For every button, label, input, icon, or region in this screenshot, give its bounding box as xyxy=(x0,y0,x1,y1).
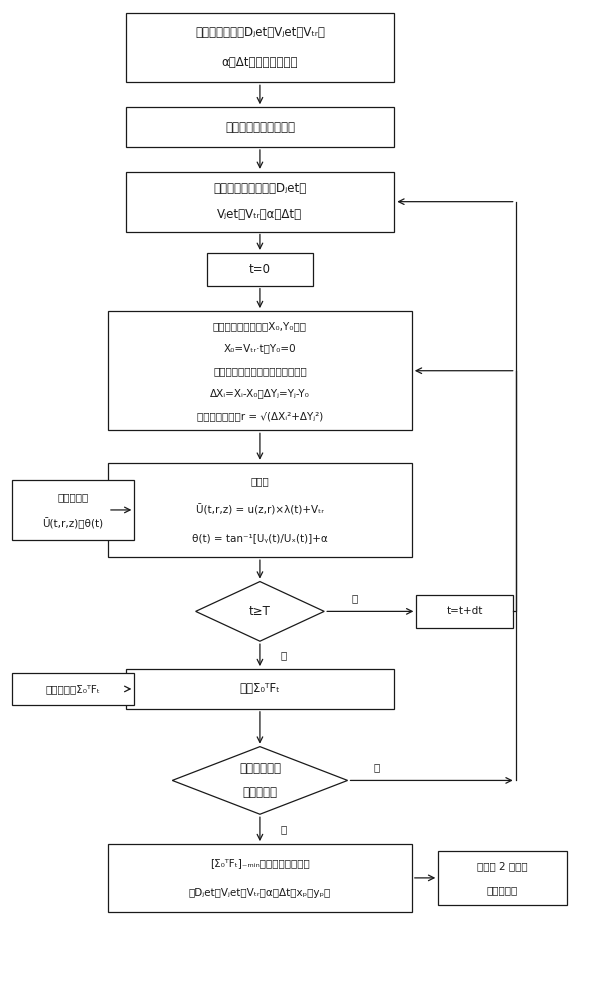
Polygon shape xyxy=(196,582,324,641)
Text: 否: 否 xyxy=(373,763,380,773)
Text: X₀=Vₜᵣ·t；Y₀=0: X₀=Vₜᵣ·t；Y₀=0 xyxy=(224,343,296,353)
Text: 是: 是 xyxy=(280,824,286,834)
Text: t=0: t=0 xyxy=(249,263,271,276)
Text: 计算风暴中心坐标（X₀,Y₀）：: 计算风暴中心坐标（X₀,Y₀）： xyxy=(213,321,307,331)
FancyBboxPatch shape xyxy=(12,673,135,705)
FancyBboxPatch shape xyxy=(417,595,513,628)
Text: [Σ₀ᵀFₜ]₋ₘᵢₙ对应的风场参数：: [Σ₀ᵀFₜ]₋ₘᵢₙ对应的风场参数： xyxy=(210,858,310,868)
Text: 确定风场参数（Dⱼet、Vⱼet、Vₜᵣ、: 确定风场参数（Dⱼet、Vⱼet、Vₜᵣ、 xyxy=(195,26,325,39)
Text: 计算各测点与风暴中心的坐标差：: 计算各测点与风暴中心的坐标差： xyxy=(213,366,307,376)
Text: 给定一组风场参数（Dⱼet、: 给定一组风场参数（Dⱼet、 xyxy=(214,182,307,195)
FancyBboxPatch shape xyxy=(126,13,394,82)
Text: α、Δt）的范围和增量: α、Δt）的范围和增量 xyxy=(222,56,298,69)
Text: 是否执行完所: 是否执行完所 xyxy=(239,762,281,775)
FancyBboxPatch shape xyxy=(108,311,412,430)
FancyBboxPatch shape xyxy=(108,844,412,912)
Polygon shape xyxy=(172,747,348,814)
Text: Ū(t,r,z) = u(z,r)×λ(t)+Vₜᵣ: Ū(t,r,z) = u(z,r)×λ(t)+Vₜᵣ xyxy=(196,504,324,516)
Text: 存储数据：: 存储数据： xyxy=(57,492,88,502)
Text: 存储数据：Σ₀ᵀFₜ: 存储数据：Σ₀ᵀFₜ xyxy=(45,684,100,694)
FancyBboxPatch shape xyxy=(126,107,394,147)
Text: 对各风场参数进行循环: 对各风场参数进行循环 xyxy=(225,121,295,134)
Text: 有参数循环: 有参数循环 xyxy=(242,786,277,799)
Text: 测量塔 2 风速风: 测量塔 2 风速风 xyxy=(477,861,528,871)
Text: t=t+dt: t=t+dt xyxy=(446,606,483,616)
Text: Ū(t,r,z)、θ(t): Ū(t,r,z)、θ(t) xyxy=(42,517,103,529)
Text: ΔXᵢ=Xᵢ-X₀；ΔYⱼ=Yⱼ-Y₀: ΔXᵢ=Xᵢ-X₀；ΔYⱼ=Yⱼ-Y₀ xyxy=(210,388,310,398)
Text: t≥T: t≥T xyxy=(249,605,271,618)
Text: 否: 否 xyxy=(352,593,358,603)
Text: Vⱼet、Vₜᵣ、α、Δt）: Vⱼet、Vₜᵣ、α、Δt） xyxy=(217,208,303,221)
Text: 计算径向距离：r = √(ΔXᵢ²+ΔYⱼ²): 计算径向距离：r = √(ΔXᵢ²+ΔYⱼ²) xyxy=(197,411,323,421)
FancyBboxPatch shape xyxy=(438,851,567,905)
FancyBboxPatch shape xyxy=(12,480,135,540)
Text: 计算：: 计算： xyxy=(251,476,269,486)
Text: 是: 是 xyxy=(280,650,286,660)
Text: 计算Σ₀ᵀFₜ: 计算Σ₀ᵀFₜ xyxy=(240,682,280,695)
FancyBboxPatch shape xyxy=(126,172,394,232)
FancyBboxPatch shape xyxy=(108,463,412,557)
Text: （Dⱼet、Vⱼet、Vₜᵣ、α、Δt、xₚ、yₚ）: （Dⱼet、Vⱼet、Vₜᵣ、α、Δt、xₚ、yₚ） xyxy=(189,888,331,898)
Text: θ(t) = tan⁻¹[Uᵧ(t)/Uₓ(t)]+α: θ(t) = tan⁻¹[Uᵧ(t)/Uₓ(t)]+α xyxy=(192,534,328,544)
Text: 向时程验证: 向时程验证 xyxy=(487,885,518,895)
FancyBboxPatch shape xyxy=(126,669,394,709)
FancyBboxPatch shape xyxy=(207,253,313,286)
